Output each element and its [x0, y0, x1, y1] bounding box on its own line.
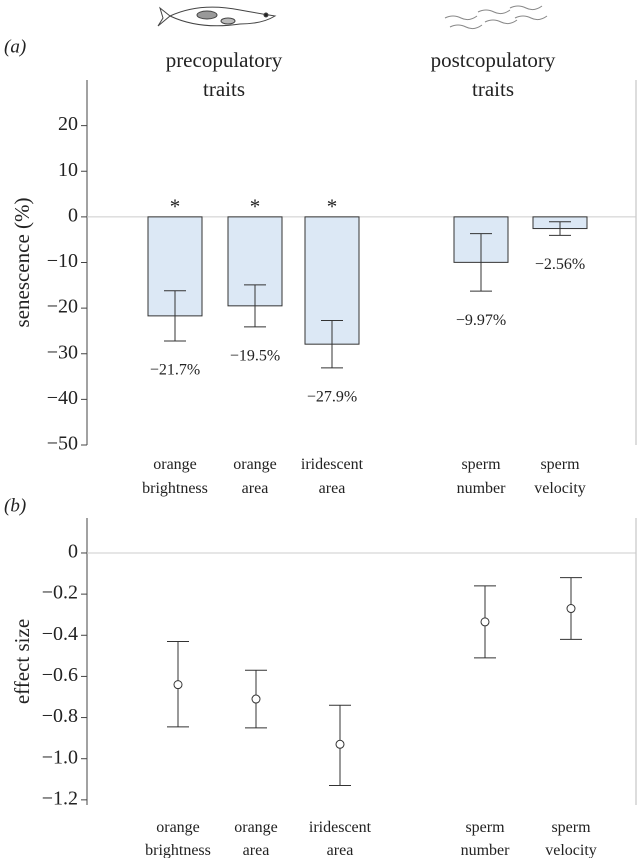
- panel-label: (b): [4, 495, 26, 516]
- y-tick-label: 0: [68, 204, 78, 226]
- group-label: precopulatory traits: [166, 48, 283, 101]
- x-tick-label: orange area: [234, 819, 278, 858]
- point: [173, 680, 183, 690]
- x-tick-label: orange area: [233, 456, 277, 497]
- y-tick-label: −0.8: [42, 705, 78, 727]
- data-label: −2.56%: [535, 256, 585, 273]
- y-tick-label: 10: [58, 159, 78, 181]
- y-tick-label: −50: [47, 433, 78, 455]
- significance-star: *: [327, 195, 338, 219]
- y-axis-label: senescence (%): [10, 197, 34, 327]
- y-tick-label: −0.4: [42, 623, 78, 645]
- x-tick-label: iridescent area: [309, 819, 372, 858]
- x-tick-label: sperm velocity: [534, 456, 586, 497]
- y-tick-label: −0.2: [42, 582, 78, 604]
- fish-icon: [157, 6, 277, 27]
- panel-label: (a): [4, 36, 26, 57]
- y-tick-label: 0: [68, 541, 78, 563]
- y-tick-label: −1.2: [42, 787, 78, 809]
- group-label: postcopulatory traits: [431, 48, 556, 101]
- point: [251, 694, 261, 704]
- y-tick-label: −10: [47, 250, 78, 272]
- y-tick-label: −30: [47, 341, 78, 363]
- x-tick-label: sperm number: [457, 456, 507, 497]
- y-tick-label: 20: [58, 113, 78, 135]
- x-tick-label: sperm velocity: [545, 819, 597, 858]
- point: [566, 604, 576, 614]
- data-label: −9.97%: [456, 312, 506, 329]
- y-tick-label: −20: [47, 296, 78, 318]
- point: [480, 617, 490, 627]
- y-tick-label: −40: [47, 387, 78, 409]
- y-axis-label: effect size: [10, 619, 34, 704]
- x-tick-label: orange brightness: [142, 456, 208, 497]
- significance-star: *: [250, 195, 261, 219]
- x-tick-label: sperm number: [461, 819, 511, 858]
- data-label: −21.7%: [150, 362, 200, 379]
- x-tick-label: orange brightness: [145, 819, 211, 858]
- x-tick-label: iridescent area: [301, 456, 364, 497]
- data-label: −27.9%: [307, 389, 357, 406]
- sperm-icon: [444, 5, 548, 30]
- data-label: −19.5%: [230, 348, 280, 365]
- y-tick-label: −0.6: [42, 664, 78, 686]
- significance-star: *: [170, 195, 181, 219]
- y-tick-label: −1.0: [42, 746, 78, 768]
- point: [335, 739, 345, 749]
